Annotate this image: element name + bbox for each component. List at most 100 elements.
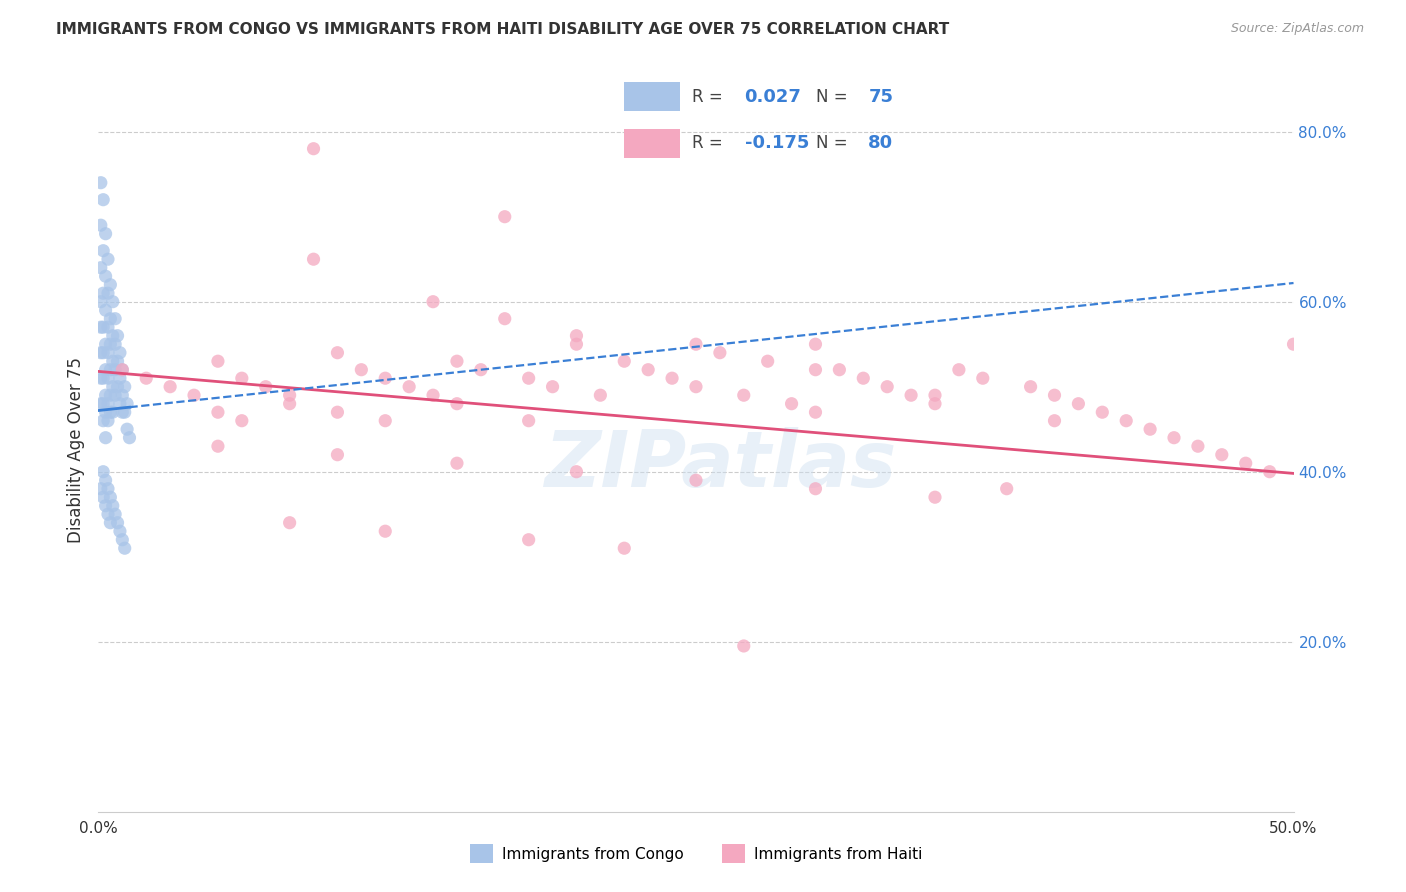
Point: [876, 380, 898, 394]
Text: ZIPatlas: ZIPatlas: [544, 427, 896, 503]
Point: [733, 388, 755, 402]
Point: [231, 371, 253, 385]
Point: [780, 397, 803, 411]
Point: [91, 244, 114, 258]
Point: [565, 337, 588, 351]
Point: [98, 516, 122, 530]
Point: [94, 405, 117, 419]
Text: 0.027: 0.027: [745, 87, 801, 105]
Point: [207, 354, 229, 368]
Point: [114, 380, 136, 394]
Point: [685, 473, 707, 487]
Point: [94, 303, 117, 318]
Point: [94, 269, 117, 284]
Point: [97, 397, 120, 411]
Point: [278, 516, 301, 530]
Point: [90, 320, 112, 334]
Point: [589, 388, 612, 402]
Point: [470, 362, 492, 376]
Point: [1211, 448, 1233, 462]
Point: [422, 388, 444, 402]
Point: [107, 380, 129, 394]
Point: [90, 176, 112, 190]
Point: [374, 524, 396, 539]
Point: [98, 362, 122, 376]
Point: [111, 405, 134, 419]
Point: [94, 388, 117, 402]
Point: [517, 533, 540, 547]
Point: [97, 482, 120, 496]
Point: [98, 490, 122, 504]
Point: [108, 371, 131, 385]
Point: [661, 371, 683, 385]
Point: [104, 388, 127, 402]
Text: N =: N =: [815, 87, 852, 105]
Point: [852, 371, 875, 385]
Point: [90, 345, 112, 359]
Point: [924, 397, 946, 411]
Point: [108, 345, 131, 359]
Point: [685, 380, 707, 394]
Point: [108, 524, 131, 539]
Point: [804, 405, 827, 419]
Point: [98, 277, 122, 292]
Point: [91, 193, 114, 207]
Point: [565, 465, 588, 479]
Point: [111, 362, 134, 376]
Point: [104, 337, 127, 351]
Point: [104, 311, 127, 326]
Point: [1187, 439, 1209, 453]
Point: [924, 388, 946, 402]
Bar: [624, 82, 679, 112]
Point: [207, 405, 229, 419]
Point: [278, 388, 301, 402]
Point: [1043, 414, 1066, 428]
Point: [494, 210, 516, 224]
Point: [118, 431, 141, 445]
Point: [326, 345, 349, 359]
Point: [1115, 414, 1137, 428]
Point: [422, 294, 444, 309]
Point: [104, 507, 127, 521]
Point: [948, 362, 970, 376]
Point: [183, 388, 205, 402]
Point: [278, 397, 301, 411]
Point: [1091, 405, 1114, 419]
Point: [326, 405, 349, 419]
Point: [90, 397, 112, 411]
Point: [91, 490, 114, 504]
Point: [995, 482, 1018, 496]
Point: [756, 354, 779, 368]
Y-axis label: Disability Age Over 75: Disability Age Over 75: [66, 358, 84, 543]
Point: [108, 397, 131, 411]
Point: [94, 337, 117, 351]
Point: [900, 388, 922, 402]
Point: [1282, 337, 1305, 351]
Point: [97, 345, 120, 359]
Point: [111, 362, 134, 376]
Text: 80: 80: [869, 134, 893, 152]
Point: [637, 362, 659, 376]
Point: [101, 294, 124, 309]
Point: [94, 431, 117, 445]
Point: [91, 371, 114, 385]
Point: [97, 371, 120, 385]
Point: [1139, 422, 1161, 436]
Point: [98, 388, 122, 402]
Point: [828, 362, 851, 376]
Point: [302, 142, 325, 156]
Point: [1043, 388, 1066, 402]
Point: [115, 422, 138, 436]
Point: [97, 320, 120, 334]
Point: [101, 405, 124, 419]
Point: [97, 286, 120, 301]
Point: [107, 354, 129, 368]
Point: [733, 639, 755, 653]
Point: [90, 218, 112, 232]
Point: [98, 337, 122, 351]
Point: [326, 448, 349, 462]
Bar: [624, 128, 679, 158]
Point: [94, 473, 117, 487]
Text: 75: 75: [869, 87, 893, 105]
Point: [517, 371, 540, 385]
